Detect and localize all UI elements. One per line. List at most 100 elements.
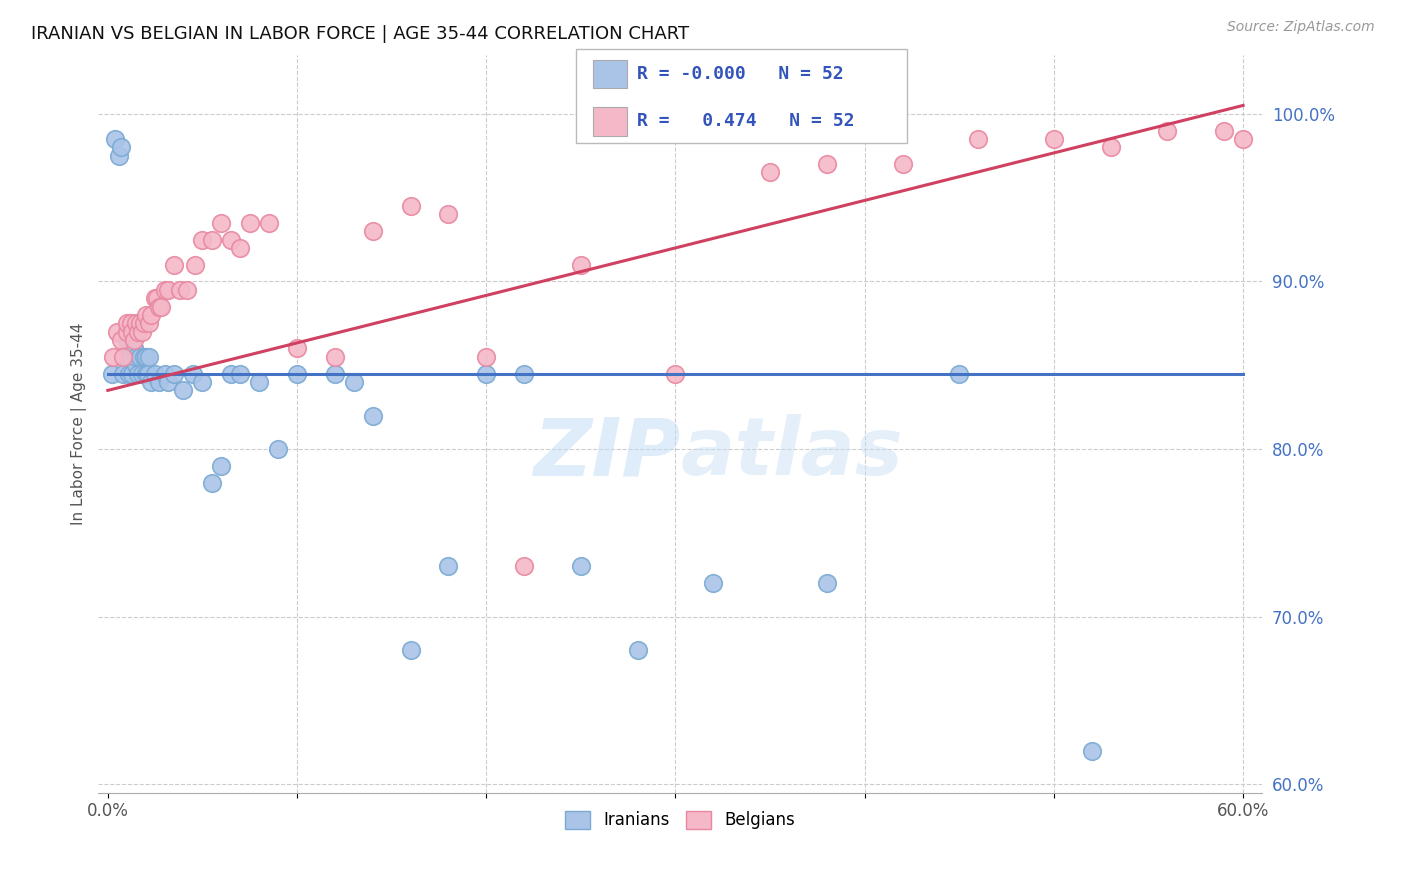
Point (169, 283, 191, 297)
Point (115, 333, 138, 347)
Point (399, 643, 422, 657)
Point (209, 458, 232, 473)
Point (361, 224, 384, 238)
Point (132, 316, 155, 330)
Legend: Iranians, Belgians: Iranians, Belgians (558, 804, 801, 836)
Point (121, 325, 143, 339)
Text: atlas: atlas (681, 415, 903, 492)
Point (569, 258, 592, 272)
Point (115, 350, 138, 364)
Point (759, 165, 782, 179)
Text: ZIP: ZIP (533, 415, 681, 492)
Point (129, 316, 152, 330)
Point (141, 375, 163, 389)
Point (115, 316, 138, 330)
Point (163, 258, 186, 272)
Point (1080, 744, 1102, 758)
Point (121, 367, 143, 381)
Point (219, 367, 242, 381)
Point (110, 140, 132, 154)
Point (815, 576, 838, 591)
Point (1213, 123, 1236, 137)
Point (127, 325, 149, 339)
Point (173, 384, 195, 398)
Point (437, 207, 460, 221)
Point (108, 149, 131, 163)
Point (437, 559, 460, 574)
Point (110, 333, 132, 347)
Point (117, 367, 139, 381)
Text: Source: ZipAtlas.com: Source: ZipAtlas.com (1227, 20, 1375, 34)
Point (127, 367, 149, 381)
Point (148, 375, 170, 389)
Point (475, 350, 498, 364)
Point (323, 350, 346, 364)
Point (664, 367, 686, 381)
Point (163, 367, 186, 381)
Point (153, 367, 176, 381)
Point (120, 316, 142, 330)
Point (191, 233, 214, 247)
Point (146, 291, 169, 305)
Point (247, 375, 270, 389)
Point (111, 350, 134, 364)
Point (176, 283, 198, 297)
Point (143, 291, 166, 305)
Point (948, 367, 970, 381)
Point (201, 475, 224, 490)
Point (132, 350, 155, 364)
Point (229, 367, 252, 381)
Point (114, 350, 136, 364)
Point (219, 233, 242, 247)
Point (125, 316, 148, 330)
Point (105, 325, 128, 339)
Point (967, 132, 990, 146)
Point (153, 283, 176, 297)
Point (285, 367, 308, 381)
Point (626, 643, 648, 657)
Point (475, 367, 498, 381)
Point (141, 308, 163, 322)
Point (149, 300, 172, 314)
Point (138, 316, 160, 330)
Point (135, 350, 157, 364)
Point (343, 375, 366, 389)
Point (267, 442, 290, 456)
Point (361, 409, 384, 423)
Point (143, 367, 166, 381)
Point (184, 258, 207, 272)
Point (157, 283, 180, 297)
Point (239, 216, 262, 230)
Point (104, 132, 127, 146)
Point (1099, 140, 1122, 154)
Point (1156, 123, 1178, 137)
Point (181, 367, 204, 381)
Text: R = -0.000   N = 52: R = -0.000 N = 52 (637, 65, 844, 83)
Point (815, 157, 838, 171)
Point (103, 350, 125, 364)
Point (111, 367, 134, 381)
Point (124, 333, 146, 347)
Point (157, 375, 180, 389)
Point (136, 367, 159, 381)
Point (129, 350, 152, 364)
Point (131, 367, 153, 381)
Point (1043, 132, 1066, 146)
Point (124, 342, 146, 356)
Point (120, 342, 142, 356)
Point (100, 367, 122, 381)
Point (209, 216, 232, 230)
Point (891, 157, 914, 171)
Point (191, 375, 214, 389)
Point (135, 308, 157, 322)
Point (125, 350, 148, 364)
Point (513, 559, 536, 574)
Text: R =   0.474   N = 52: R = 0.474 N = 52 (637, 112, 855, 130)
Point (115, 325, 138, 339)
Point (323, 367, 346, 381)
Point (569, 559, 592, 574)
Y-axis label: In Labor Force | Age 35-44: In Labor Force | Age 35-44 (72, 323, 87, 525)
Point (285, 342, 308, 356)
Point (120, 350, 142, 364)
Point (1232, 132, 1254, 146)
